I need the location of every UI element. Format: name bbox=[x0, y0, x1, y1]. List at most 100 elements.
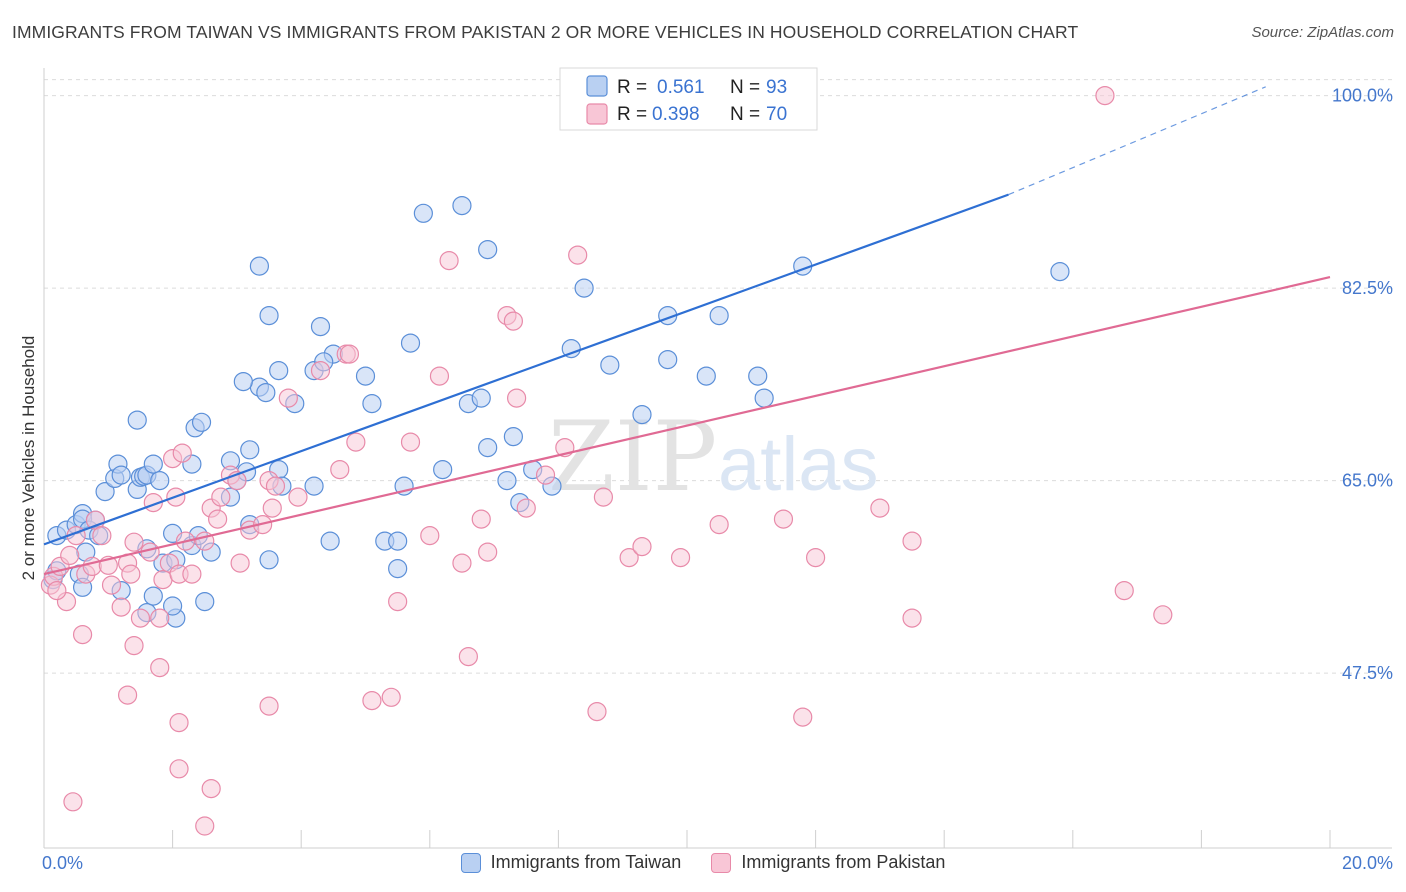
point-taiwan-76 bbox=[503, 427, 523, 447]
point-pakistan-61 bbox=[568, 245, 588, 265]
point-pakistan-15 bbox=[130, 608, 151, 628]
point-pakistan-46 bbox=[362, 690, 382, 711]
point-pakistan-59 bbox=[535, 465, 556, 485]
point-pakistan-81 bbox=[201, 778, 221, 799]
legend-r-label-pakistan: R = bbox=[617, 104, 647, 125]
point-taiwan-83 bbox=[600, 355, 620, 375]
point-taiwan-92 bbox=[1050, 262, 1070, 282]
bottom-legend-label-pakistan: Immigrants from Pakistan bbox=[741, 852, 946, 872]
axes bbox=[43, 68, 1392, 849]
point-pakistan-88 bbox=[150, 657, 170, 678]
point-taiwan-84 bbox=[658, 350, 678, 370]
point-pakistan-14 bbox=[124, 532, 144, 552]
point-taiwan-67 bbox=[362, 394, 382, 414]
point-pakistan-79 bbox=[63, 792, 83, 812]
point-taiwan-21 bbox=[143, 454, 163, 474]
point-pakistan-33 bbox=[230, 553, 250, 573]
point-taiwan-88 bbox=[709, 306, 729, 326]
point-pakistan-71 bbox=[870, 498, 890, 518]
y-tick-label-1: 65.0% bbox=[1342, 471, 1393, 491]
point-pakistan-80 bbox=[117, 685, 138, 705]
point-pakistan-41 bbox=[310, 361, 331, 381]
trend-line-taiwan-extension bbox=[1008, 86, 1266, 196]
point-pakistan-29 bbox=[208, 509, 228, 529]
point-pakistan-67 bbox=[709, 514, 729, 535]
point-taiwan-49 bbox=[249, 256, 270, 276]
point-pakistan-86 bbox=[124, 635, 144, 656]
point-taiwan-52 bbox=[269, 361, 289, 381]
point-pakistan-78 bbox=[195, 816, 215, 836]
tick-labels: 47.5% 65.0% 82.5% 100.0% 0.0% 20.0% bbox=[42, 86, 1393, 873]
legend-n-label-taiwan: N = bbox=[730, 77, 760, 98]
point-taiwan-74 bbox=[478, 438, 498, 458]
point-pakistan-45 bbox=[346, 432, 366, 452]
x-tick-label-0: 0.0% bbox=[42, 853, 83, 873]
point-pakistan-74 bbox=[1114, 580, 1134, 601]
y-tick-label-0: 47.5% bbox=[1342, 663, 1393, 683]
point-taiwan-56 bbox=[304, 476, 324, 496]
point-taiwan-69 bbox=[413, 203, 433, 223]
legend-swatch-pakistan bbox=[586, 103, 608, 125]
source-label: Source: ZipAtlas.com bbox=[1251, 24, 1394, 41]
point-pakistan-70 bbox=[805, 547, 826, 568]
watermark-atlas: atlas bbox=[718, 422, 879, 507]
legend: R = 0.561 N = 93 R = 0.398 N = 70 bbox=[559, 67, 818, 131]
point-taiwan-47 bbox=[256, 383, 276, 403]
point-pakistan-77 bbox=[169, 712, 189, 733]
point-pakistan-53 bbox=[471, 509, 491, 529]
legend-r-label-taiwan: R = bbox=[617, 77, 647, 98]
point-pakistan-84 bbox=[381, 687, 401, 707]
point-taiwan-77 bbox=[497, 471, 517, 491]
y-tick-label-3: 100.0% bbox=[1332, 86, 1393, 106]
point-pakistan-76 bbox=[1095, 85, 1115, 106]
trend-line-pakistan bbox=[43, 276, 1331, 576]
point-pakistan-63 bbox=[587, 701, 607, 722]
point-taiwan-62 bbox=[355, 366, 376, 386]
point-pakistan-72 bbox=[902, 531, 922, 551]
bottom-legend-swatch-pakistan bbox=[711, 852, 732, 873]
point-taiwan-39 bbox=[191, 412, 212, 432]
series-taiwan bbox=[43, 196, 1070, 628]
point-pakistan-42 bbox=[330, 460, 350, 480]
y-tick-label-2: 82.5% bbox=[1342, 278, 1393, 298]
bottom-legend: Immigrants from Taiwan Immigrants from P… bbox=[0, 852, 1406, 873]
point-taiwan-50 bbox=[259, 306, 279, 326]
legend-r-value-pakistan: 0.398 bbox=[652, 104, 700, 125]
point-pakistan-18 bbox=[150, 608, 170, 628]
point-pakistan-19 bbox=[153, 569, 173, 590]
point-taiwan-85 bbox=[632, 405, 652, 425]
point-pakistan-83 bbox=[259, 696, 279, 716]
legend-n-value-pakistan: 70 bbox=[766, 104, 787, 125]
point-taiwan-51 bbox=[259, 550, 279, 570]
point-pakistan-68 bbox=[773, 509, 794, 529]
point-pakistan-58 bbox=[516, 498, 536, 518]
y-axis-label: 2 or more Vehicles in Household bbox=[19, 336, 38, 581]
point-pakistan-3 bbox=[60, 545, 80, 566]
point-pakistan-66 bbox=[670, 547, 691, 568]
point-taiwan-91 bbox=[748, 366, 768, 386]
point-pakistan-13 bbox=[121, 564, 141, 584]
bottom-legend-pakistan: Immigrants from Pakistan bbox=[711, 852, 945, 873]
point-taiwan-89 bbox=[754, 388, 774, 408]
point-pakistan-65 bbox=[632, 536, 652, 557]
point-pakistan-48 bbox=[400, 432, 421, 452]
point-taiwan-36 bbox=[127, 410, 147, 430]
point-taiwan-82 bbox=[574, 278, 594, 298]
trend-line-taiwan bbox=[43, 193, 1009, 546]
legend-r-value-taiwan: 0.561 bbox=[657, 77, 705, 98]
point-pakistan-44 bbox=[339, 344, 360, 364]
bottom-legend-swatch-taiwan bbox=[460, 852, 481, 873]
bottom-legend-label-taiwan: Immigrants from Taiwan bbox=[490, 852, 682, 872]
point-taiwan-16 bbox=[111, 465, 131, 485]
point-taiwan-87 bbox=[696, 366, 716, 386]
point-pakistan-56 bbox=[503, 311, 523, 331]
point-taiwan-73 bbox=[471, 388, 491, 408]
point-taiwan-70 bbox=[452, 196, 472, 216]
point-pakistan-69 bbox=[793, 707, 813, 727]
legend-n-value-taiwan: 93 bbox=[766, 77, 787, 98]
chart-title: IMMIGRANTS FROM TAIWAN VS IMMIGRANTS FRO… bbox=[12, 22, 1079, 42]
point-pakistan-24 bbox=[172, 443, 192, 463]
point-pakistan-6 bbox=[82, 556, 102, 577]
watermark-zip: ZIP bbox=[548, 401, 717, 513]
